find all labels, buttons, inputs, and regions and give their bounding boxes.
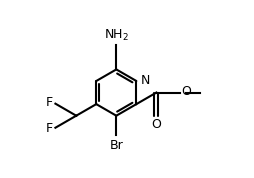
Text: N: N [140, 74, 150, 87]
Text: Br: Br [109, 139, 123, 152]
Text: O: O [182, 85, 192, 98]
Text: F: F [46, 122, 53, 135]
Text: F: F [46, 96, 53, 109]
Text: O: O [151, 118, 161, 131]
Text: NH$_2$: NH$_2$ [104, 28, 129, 43]
